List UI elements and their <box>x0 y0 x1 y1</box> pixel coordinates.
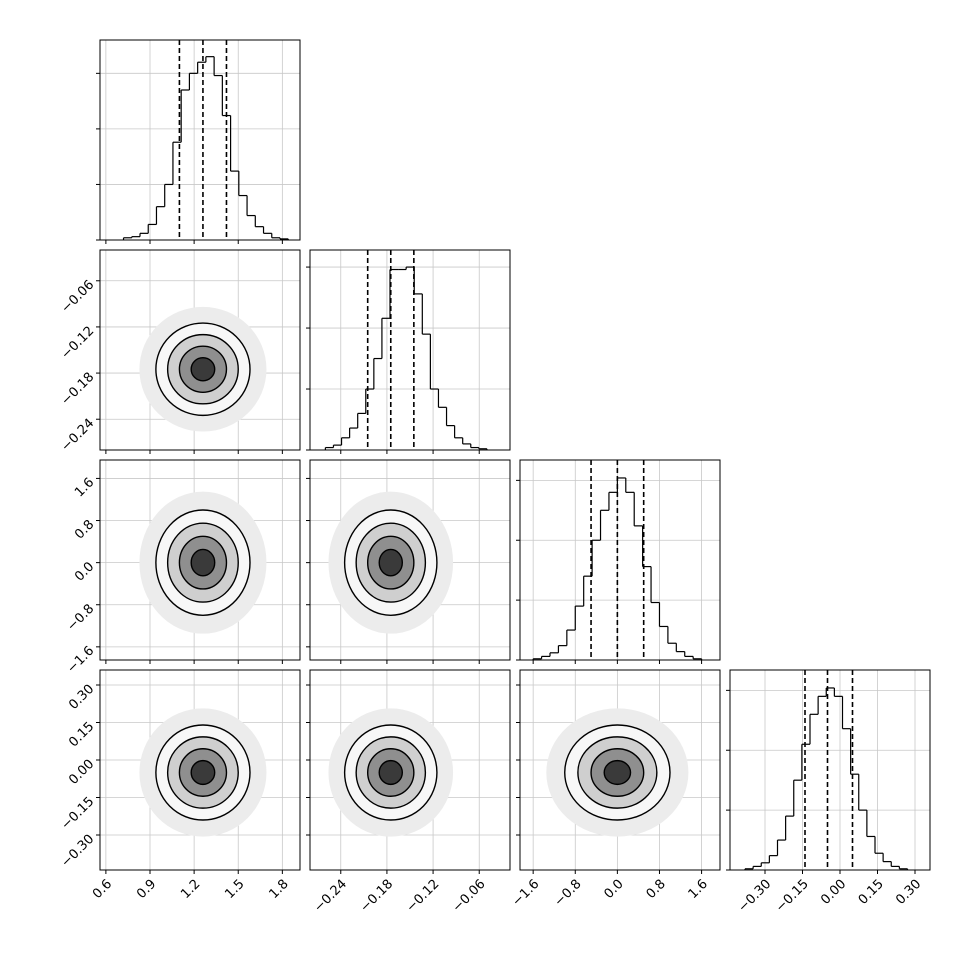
x-tick-label: 1.2 <box>178 877 203 902</box>
panel-frame <box>519 669 721 871</box>
y-tick-label: 1.6 <box>72 475 97 500</box>
panel-frame <box>309 249 511 451</box>
panel-frame <box>519 459 721 661</box>
density-contour <box>378 548 404 577</box>
y-tick-label: −1.6 <box>64 644 97 677</box>
x-tick-label: 0.8 <box>644 877 669 902</box>
y-tick-label: −0.24 <box>59 416 98 455</box>
x-tick-label: 1.5 <box>222 877 247 902</box>
y-tick-label: 0.15 <box>66 719 97 750</box>
x-tick-label: 1.8 <box>266 877 291 902</box>
panel-frame <box>99 39 301 241</box>
y-tick-label: 0.00 <box>66 757 97 788</box>
y-tick-label: −0.30 <box>59 832 98 871</box>
density-contour <box>190 356 216 382</box>
x-tick-label: 0.6 <box>90 877 115 902</box>
x-tick-label: 1.6 <box>686 877 711 902</box>
panel-frame <box>99 669 301 871</box>
y-tick-label: 0.0 <box>72 559 97 584</box>
x-tick-label: −0.18 <box>357 877 396 916</box>
y-tick-label: −0.8 <box>64 601 97 634</box>
panel-frame <box>99 459 301 661</box>
panel-frame <box>99 249 301 451</box>
panel-frame <box>729 669 931 871</box>
y-tick-label: −0.12 <box>59 324 98 363</box>
x-tick-label: 0.15 <box>856 877 887 908</box>
x-tick-label: −0.30 <box>736 877 775 916</box>
y-tick-label: −0.06 <box>59 277 98 316</box>
y-tick-label: −0.18 <box>59 370 98 409</box>
x-tick-label: −0.24 <box>311 877 350 916</box>
x-tick-label: 0.0 <box>601 877 626 902</box>
y-tick-label: −0.15 <box>59 794 98 833</box>
density-contour <box>378 759 404 786</box>
x-tick-label: 0.9 <box>134 877 159 902</box>
panel-frame <box>309 459 511 661</box>
x-tick-label: 0.30 <box>893 877 924 908</box>
density-contour <box>190 759 216 786</box>
x-tick-label: 0.00 <box>818 877 849 908</box>
y-tick-label: 0.30 <box>66 682 97 713</box>
panel-frame <box>309 669 511 871</box>
density-contour <box>603 759 632 786</box>
x-tick-label: −1.6 <box>510 877 543 910</box>
x-tick-label: −0.06 <box>450 877 489 916</box>
density-contour <box>190 548 216 577</box>
x-tick-label: −0.8 <box>552 877 585 910</box>
x-tick-label: −0.15 <box>773 877 812 916</box>
y-tick-label: 0.8 <box>72 517 97 542</box>
x-tick-label: −0.12 <box>404 877 443 916</box>
